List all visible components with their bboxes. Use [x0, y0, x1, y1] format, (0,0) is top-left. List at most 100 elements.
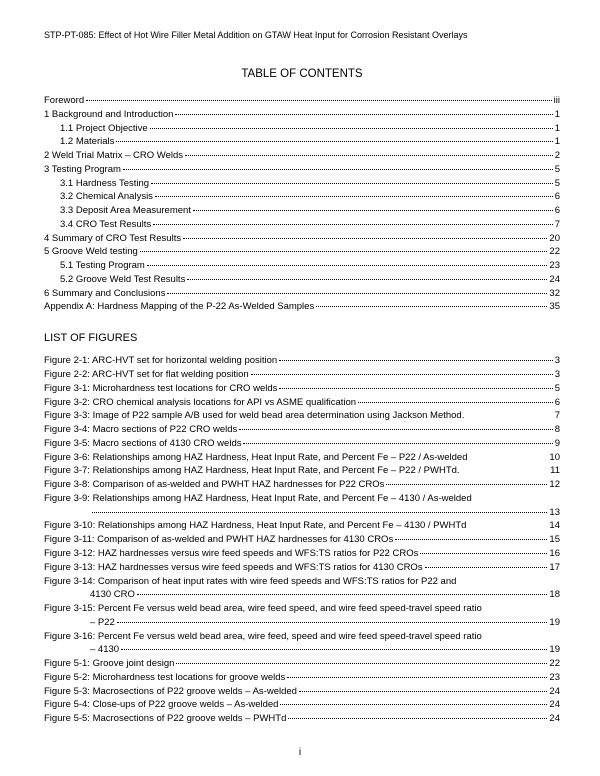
toc-label: Appendix A: Hardness Mapping of the P-22…	[44, 300, 314, 314]
figure-label: Figure 3-13: HAZ hardnesses versus wire …	[44, 561, 423, 575]
toc-page-number: 1	[555, 108, 560, 122]
toc-page-number: 5	[555, 177, 560, 191]
figure-label: Figure 3-14: Comparison of heat input ra…	[44, 575, 456, 589]
toc-label: 2 Weld Trial Matrix – CRO Welds	[44, 149, 183, 163]
figure-leader-dots	[395, 539, 547, 540]
figure-page-number: 12	[549, 478, 560, 492]
figure-entry: Figure 5-1: Groove joint design22	[44, 657, 560, 671]
toc-leader-dots	[185, 155, 553, 156]
toc-label: 1.2 Materials	[60, 135, 114, 149]
figure-entry: Figure 3-1: Microhardness test locations…	[44, 382, 560, 396]
figure-leader-dots	[386, 484, 547, 485]
figure-entry-continuation: – P2219	[44, 616, 560, 630]
figure-entry: Figure 5-2: Microhardness test locations…	[44, 671, 560, 685]
figure-label: Figure 3-12: HAZ hardnesses versus wire …	[44, 547, 418, 561]
figure-entry: Figure 3-16: Percent Fe versus weld bead…	[44, 630, 560, 644]
figure-entry-continuation: 4130 CRO18	[44, 588, 560, 602]
toc-leader-dots	[187, 279, 547, 280]
figure-label: Figure 3-5: Macro sections of 4130 CRO w…	[44, 437, 241, 451]
toc-leader-dots	[175, 114, 552, 115]
toc-entry: 5.2 Groove Weld Test Results 24	[44, 273, 560, 287]
toc-page-number: 32	[549, 287, 560, 301]
figures-heading: LIST OF FIGURES	[44, 332, 560, 344]
page-title: TABLE OF CONTENTS	[44, 68, 560, 80]
toc-entry: 4 Summary of CRO Test Results20	[44, 232, 560, 246]
figure-label: Figure 3-4: Macro sections of P22 CRO we…	[44, 423, 237, 437]
figure-entry: Figure 3-15: Percent Fe versus weld bead…	[44, 602, 560, 616]
figure-leader-dots	[137, 594, 548, 595]
figure-leader-dots	[420, 553, 547, 554]
toc-page-number: 5	[555, 163, 560, 177]
toc-label: 4 Summary of CRO Test Results	[44, 232, 181, 246]
toc-page-number: 23	[549, 259, 560, 273]
toc-label: 3.1 Hardness Testing	[60, 177, 149, 191]
toc-entry: Appendix A: Hardness Mapping of the P-22…	[44, 300, 560, 314]
toc-page-number: 24	[549, 273, 560, 287]
toc-label: 3.3 Deposit Area Measurement	[60, 204, 191, 218]
toc-entry: 3.3 Deposit Area Measurement 6	[44, 204, 560, 218]
figure-label: Figure 5-2: Microhardness test locations…	[44, 671, 285, 685]
figure-page-number: 5	[555, 382, 560, 396]
toc-leader-dots	[86, 100, 552, 101]
figure-entry: Figure 3-5: Macro sections of 4130 CRO w…	[44, 437, 560, 451]
toc-entry: 3.1 Hardness Testing 5	[44, 177, 560, 191]
figure-label: Figure 3-2: CRO chemical analysis locati…	[44, 396, 356, 410]
document-header: STP-PT-085: Effect of Hot Wire Filler Me…	[44, 30, 560, 40]
figure-leader-dots	[279, 388, 552, 389]
toc-page-number: 6	[555, 190, 560, 204]
figure-entry: Figure 3-2: CRO chemical analysis locati…	[44, 396, 560, 410]
figure-leader-dots	[358, 402, 553, 403]
toc-page-number: iii	[554, 94, 560, 108]
figure-page-number: 3	[555, 368, 560, 382]
figure-leader-dots	[239, 429, 552, 430]
page-number: i	[0, 747, 600, 758]
toc-leader-dots	[150, 128, 553, 129]
figure-page-number: 16	[549, 547, 560, 561]
toc-label: 5.2 Groove Weld Test Results	[60, 273, 185, 287]
figure-label: Figure 3-16: Percent Fe versus weld bead…	[44, 630, 482, 644]
figure-continuation-label: 4130 CRO	[90, 588, 135, 602]
figure-label: Figure 5-3: Macrosections of P22 groove …	[44, 685, 297, 699]
toc-leader-dots	[140, 251, 548, 252]
figure-page-number: 24	[549, 685, 560, 699]
toc-leader-dots	[147, 265, 548, 266]
figure-leader-dots	[243, 443, 552, 444]
toc-label: 5.1 Testing Program	[60, 259, 145, 273]
figure-continuation-label: – 4130	[90, 643, 119, 657]
figure-entry: Figure 5-4: Close-ups of P22 groove weld…	[44, 698, 560, 712]
figure-label: Figure 3-11: Comparison of as-welded and…	[44, 533, 393, 547]
figure-page-number: 11	[550, 464, 560, 478]
toc-leader-dots	[155, 196, 553, 197]
toc-page-number: 6	[555, 204, 560, 218]
figure-label: Figure 2-2: ARC-HVT set for flat welding…	[44, 368, 249, 382]
figure-page-number: 7	[555, 409, 560, 423]
toc-label: 3.4 CRO Test Results	[60, 218, 151, 232]
figure-page-number: 9	[555, 437, 560, 451]
toc-entry: 2 Weld Trial Matrix – CRO Welds2	[44, 149, 560, 163]
toc-leader-dots	[193, 210, 553, 211]
figure-entry-continuation: – 4130 19	[44, 643, 560, 657]
figure-label: Figure 5-5: Macrosections of P22 groove …	[44, 712, 286, 726]
toc-entry: 3 Testing Program5	[44, 163, 560, 177]
figure-label: Figure 3-8: Comparison of as-welded and …	[44, 478, 384, 492]
toc-entry: 3.2 Chemical Analysis 6	[44, 190, 560, 204]
toc-entry: 1 Background and Introduction1	[44, 108, 560, 122]
toc-leader-dots	[151, 183, 553, 184]
figure-page-number: 6	[555, 396, 560, 410]
figure-leader-dots	[425, 567, 548, 568]
toc-page-number: 35	[549, 300, 560, 314]
toc-label: Foreword	[44, 94, 84, 108]
table-of-contents: Foreword iii1 Background and Introduction…	[44, 94, 560, 314]
figure-page-number: 3	[555, 354, 560, 368]
figure-page-number: 19	[549, 643, 560, 657]
figure-page-number: 14	[549, 519, 560, 533]
figure-leader-dots	[280, 704, 547, 705]
figure-leader-dots	[279, 360, 552, 361]
toc-page-number: 7	[555, 218, 560, 232]
figure-entry: Figure 3-6: Relationships among HAZ Hard…	[44, 451, 560, 465]
figure-page-number: 22	[549, 657, 560, 671]
figure-leader-dots	[251, 374, 553, 375]
figure-continuation-label: – P22	[90, 616, 115, 630]
figure-entry: Figure 3-13: HAZ hardnesses versus wire …	[44, 561, 560, 575]
toc-label: 3.2 Chemical Analysis	[60, 190, 153, 204]
